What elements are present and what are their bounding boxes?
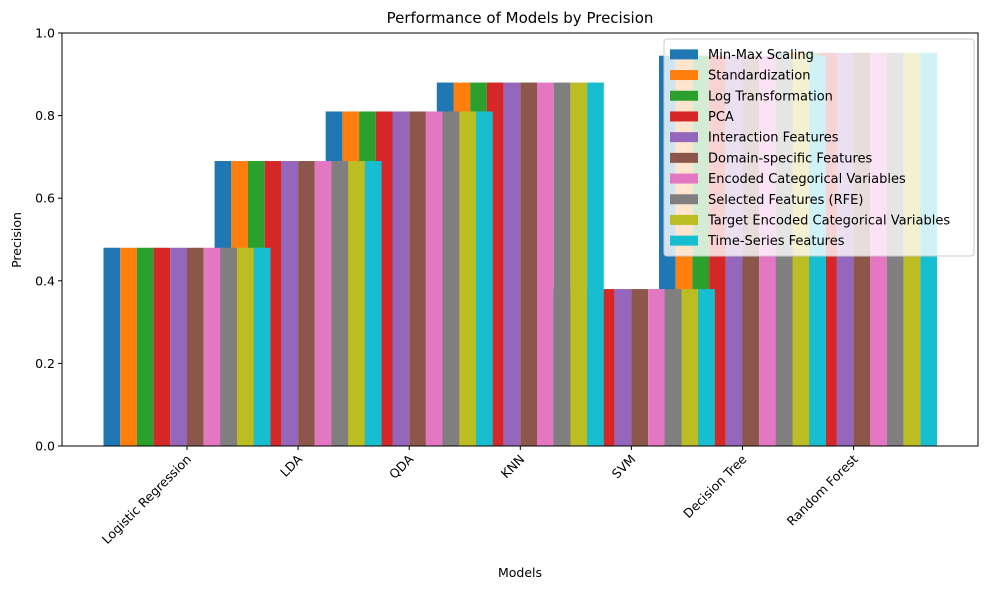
bar xyxy=(153,247,171,446)
y-tick-label: 0.8 xyxy=(35,108,55,123)
bar xyxy=(136,247,154,446)
x-tick-label: Logistic Regression xyxy=(99,452,194,547)
bar xyxy=(553,82,571,446)
y-axis: 0.0 0.2 0.4 0.6 0.8 1.0 xyxy=(35,26,62,454)
bar xyxy=(681,289,699,446)
legend-label: Encoded Categorical Variables xyxy=(708,172,906,187)
bar xyxy=(587,82,604,446)
bar xyxy=(503,82,521,446)
legend-swatch xyxy=(670,173,698,184)
legend-swatch xyxy=(670,132,698,143)
bar xyxy=(220,247,238,446)
bar xyxy=(237,247,254,446)
x-tick-label: Decision Tree xyxy=(680,451,750,521)
y-axis-label: Precision xyxy=(9,212,24,268)
legend-swatch xyxy=(670,214,698,225)
legend: Min-Max Scaling Standardization Log Transf… xyxy=(663,38,975,257)
bar xyxy=(698,289,715,446)
bar xyxy=(392,111,410,446)
legend-label: Target Encoded Categorical Variables xyxy=(707,213,950,228)
bar xyxy=(476,111,493,446)
legend-swatch xyxy=(670,90,698,101)
bar xyxy=(409,111,426,446)
legend-label: Standardization xyxy=(708,69,810,84)
y-tick-label: 0.6 xyxy=(35,191,55,206)
bar xyxy=(614,289,632,446)
y-tick-label: 0.0 xyxy=(35,439,55,454)
legend-swatch xyxy=(670,152,698,163)
chart-title: Performance of Models by Precision xyxy=(387,9,654,27)
legend-box xyxy=(663,38,975,257)
bar xyxy=(170,247,187,446)
bar xyxy=(120,247,137,446)
x-tick-label: SVM xyxy=(609,452,639,482)
bar xyxy=(203,247,221,446)
bar xyxy=(520,82,537,446)
bar xyxy=(459,111,476,446)
bar xyxy=(348,161,365,446)
bar xyxy=(631,289,649,446)
bar xyxy=(648,289,665,446)
legend-label: Log Transformation xyxy=(708,89,833,104)
x-tick-label: KNN xyxy=(498,452,528,482)
legend-label: Domain-specific Features xyxy=(708,151,873,166)
bars-group xyxy=(103,52,938,446)
bar xyxy=(664,289,682,446)
legend-label: Interaction Features xyxy=(708,131,839,146)
x-axis-label: Models xyxy=(498,565,542,580)
legend-swatch xyxy=(670,194,698,205)
x-tick-label: QDA xyxy=(386,451,417,482)
bar xyxy=(537,82,554,446)
x-axis: Logistic Regression LDA QDA KNN SVM Decision … xyxy=(99,446,861,547)
x-tick-label: LDA xyxy=(277,451,306,480)
bar xyxy=(425,111,443,446)
x-tick-label: Random Forest xyxy=(784,451,861,528)
legend-swatch xyxy=(670,70,698,81)
bar xyxy=(442,111,460,446)
legend-label: Time-Series Features xyxy=(707,234,845,249)
legend-label: Min-Max Scaling xyxy=(708,48,814,63)
bar xyxy=(253,247,271,446)
bar xyxy=(570,82,588,446)
legend-swatch xyxy=(670,235,698,246)
legend-swatch xyxy=(670,111,698,122)
bar xyxy=(314,161,332,446)
y-tick-label: 1.0 xyxy=(35,26,55,41)
legend-swatch xyxy=(670,49,698,60)
y-tick-label: 0.4 xyxy=(35,273,55,288)
bar xyxy=(103,247,121,446)
bar xyxy=(298,161,315,446)
bar xyxy=(364,161,382,446)
legend-label: PCA xyxy=(708,110,734,125)
bar xyxy=(187,247,204,446)
y-tick-label: 0.2 xyxy=(35,356,55,371)
bar xyxy=(331,161,349,446)
legend-label: Selected Features (RFE) xyxy=(708,193,863,208)
bar xyxy=(281,161,299,446)
